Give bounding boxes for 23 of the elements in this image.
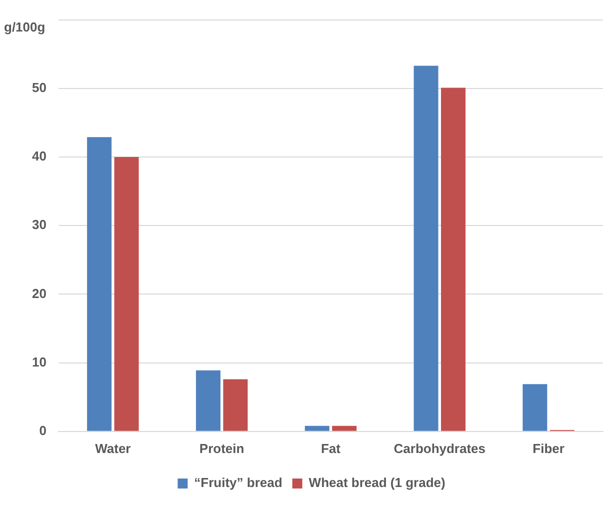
- bar: [522, 384, 548, 431]
- legend-label: “Fruity” bread: [194, 475, 282, 490]
- x-tick-label: Fiber: [532, 440, 564, 456]
- bar: [332, 426, 357, 431]
- y-tick-label: 40: [32, 148, 46, 164]
- x-tick-label: Water: [95, 440, 131, 456]
- y-tick-label: 10: [32, 354, 46, 370]
- y-tick-label: 0: [39, 422, 46, 438]
- bar: [414, 66, 438, 431]
- bar: [304, 426, 330, 431]
- bar: [114, 157, 139, 431]
- y-tick-label: 30: [32, 217, 46, 232]
- bar: [441, 88, 466, 431]
- x-tick-label: Fat: [320, 440, 342, 456]
- legend-label: Wheat bread (1 grade): [308, 475, 446, 490]
- y-axis-title: g/100g: [4, 19, 46, 34]
- y-tick-label: 50: [32, 80, 46, 95]
- x-tick-label: Protein: [199, 440, 244, 456]
- bar: [223, 379, 248, 431]
- bar: [87, 137, 112, 431]
- bar: [196, 370, 220, 431]
- x-tick-label: Carbohydrates: [394, 440, 486, 456]
- y-tick-label: 20: [32, 286, 46, 301]
